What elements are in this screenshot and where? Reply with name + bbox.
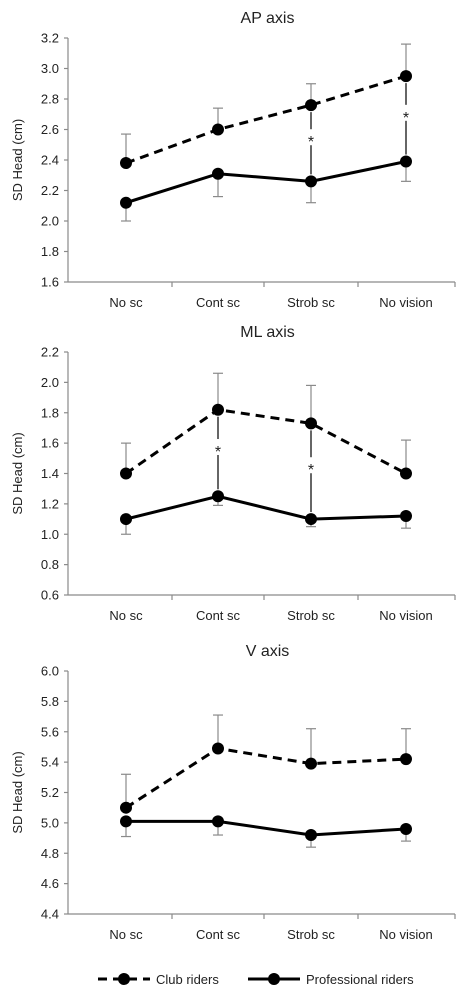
y-axis-label: SD Head (cm) (10, 751, 25, 833)
y-tick-label: 1.6 (41, 275, 59, 290)
series-club-riders (120, 372, 412, 480)
x-tick-label: No sc (109, 608, 143, 623)
y-tick-label: 6.0 (41, 664, 59, 679)
data-point (400, 510, 412, 523)
series-line (125, 74, 407, 165)
data-point (400, 155, 412, 168)
data-point (120, 157, 132, 170)
y-tick-label: 2.0 (41, 214, 59, 229)
y-axis-label: SD Head (cm) (10, 432, 25, 514)
y-tick-label: 0.6 (41, 588, 59, 603)
y-tick-label: 2.2 (41, 183, 59, 198)
chart-title: AP axis (241, 10, 295, 27)
series-club-riders (120, 43, 412, 170)
y-tick-label: 2.8 (41, 92, 59, 107)
x-tick-label: Cont sc (196, 295, 241, 310)
data-point (120, 196, 132, 209)
x-tick-label: No vision (379, 295, 432, 310)
series-professional-riders (120, 815, 412, 848)
x-tick-label: Cont sc (196, 608, 241, 623)
y-tick-label: 2.6 (41, 122, 59, 137)
data-point (120, 801, 132, 814)
data-point (400, 467, 412, 480)
y-tick-label: 5.6 (41, 724, 59, 739)
chart-title: V axis (246, 643, 290, 660)
series-line (125, 746, 407, 809)
series-line (126, 819, 407, 837)
y-tick-label: 4.6 (41, 876, 59, 891)
series-line (125, 408, 407, 475)
x-tick-label: Strob sc (287, 295, 335, 310)
data-point (305, 175, 317, 188)
y-tick-label: 5.4 (41, 755, 59, 770)
data-point (120, 467, 132, 480)
significance-marker: * (308, 134, 314, 151)
data-point (212, 123, 224, 136)
series-line (125, 494, 407, 521)
y-tick-label: 0.8 (41, 557, 59, 572)
data-point (400, 753, 412, 766)
data-point (305, 99, 317, 112)
y-tick-label: 3.2 (41, 31, 59, 46)
x-tick-label: No sc (109, 295, 143, 310)
x-tick-label: Strob sc (287, 608, 335, 623)
series-club-riders (120, 714, 412, 814)
legend: Club riders Professional riders (98, 972, 414, 987)
legend-marker (268, 973, 280, 985)
data-point (305, 829, 317, 842)
y-tick-label: 5.8 (41, 694, 59, 709)
legend-label: Professional riders (306, 972, 414, 987)
y-tick-label: 2.2 (41, 345, 59, 360)
y-tick-label: 2.0 (41, 375, 59, 390)
chart-panel-1: AP axis SD Head (cm) 1.6 1.8 2.0 2.2 2.4 2.6 2.8… (10, 10, 456, 310)
data-point (212, 815, 224, 828)
x-tick-label: No sc (109, 927, 143, 942)
data-point (212, 167, 224, 180)
data-point (305, 417, 317, 430)
data-point (212, 742, 224, 755)
y-tick-label: 5.2 (41, 785, 59, 800)
chart-panel-2: ML axis SD Head (cm) 0.6 0.8 1.0 1.2 1.4 1.6 1.8… (10, 324, 456, 623)
y-tick-label: 2.4 (41, 153, 59, 168)
y-tick-label: 4.8 (41, 846, 59, 861)
data-point (212, 490, 224, 503)
legend-label: Club riders (156, 972, 219, 987)
data-point (400, 70, 412, 83)
y-tick-label: 1.6 (41, 436, 59, 451)
y-tick-label: 1.8 (41, 405, 59, 420)
series-line (125, 160, 407, 205)
series-professional-riders (120, 155, 412, 222)
y-tick-label: 5.0 (41, 815, 59, 830)
legend-item-professional-riders: Professional riders (248, 972, 414, 987)
chart-title: ML axis (240, 324, 295, 341)
x-tick-label: No vision (379, 608, 432, 623)
data-point (305, 757, 317, 770)
data-point (305, 513, 317, 526)
x-tick-label: No vision (379, 927, 432, 942)
x-tick-label: Cont sc (196, 927, 241, 942)
significance-marker: * (215, 444, 221, 461)
data-point (120, 513, 132, 526)
y-tick-label: 3.0 (41, 61, 59, 76)
y-tick-label: 1.2 (41, 496, 59, 511)
y-tick-label: 1.4 (41, 466, 59, 481)
y-tick-label: 1.8 (41, 244, 59, 259)
legend-item-club-riders: Club riders (98, 972, 219, 987)
data-point (212, 403, 224, 416)
series-professional-riders (120, 490, 412, 535)
data-point (120, 815, 132, 828)
chart-panel-3: V axis SD Head (cm) 4.4 4.6 4.8 5.0 5.2 5.4 5.6 5… (10, 643, 456, 942)
significance-marker: * (308, 462, 314, 479)
data-point (400, 822, 412, 835)
y-axis-label: SD Head (cm) (10, 119, 25, 201)
y-tick-label: 1.0 (41, 527, 59, 542)
x-tick-label: Strob sc (287, 927, 335, 942)
y-tick-label: 4.4 (41, 907, 59, 922)
legend-marker (118, 973, 130, 985)
significance-marker: * (403, 110, 409, 127)
